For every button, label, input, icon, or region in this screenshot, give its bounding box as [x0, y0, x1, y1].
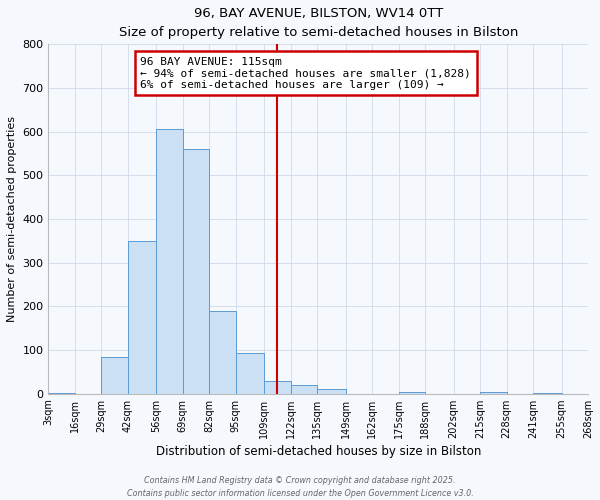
Text: 96 BAY AVENUE: 115sqm
← 94% of semi-detached houses are smaller (1,828)
6% of se: 96 BAY AVENUE: 115sqm ← 94% of semi-deta…	[140, 56, 471, 90]
Y-axis label: Number of semi-detached properties: Number of semi-detached properties	[7, 116, 17, 322]
Bar	[157, 130, 183, 394]
Bar	[480, 392, 506, 394]
Bar	[291, 385, 317, 394]
Bar	[209, 311, 236, 394]
Bar	[128, 241, 157, 394]
Bar	[317, 390, 346, 394]
Bar	[398, 392, 425, 394]
Bar	[265, 380, 291, 394]
Title: 96, BAY AVENUE, BILSTON, WV14 0TT
Size of property relative to semi-detached hou: 96, BAY AVENUE, BILSTON, WV14 0TT Size o…	[119, 7, 518, 39]
Bar	[49, 393, 75, 394]
Bar	[183, 149, 209, 394]
Bar	[101, 356, 128, 394]
Bar	[533, 393, 562, 394]
Text: Contains HM Land Registry data © Crown copyright and database right 2025.
Contai: Contains HM Land Registry data © Crown c…	[127, 476, 473, 498]
X-axis label: Distribution of semi-detached houses by size in Bilston: Distribution of semi-detached houses by …	[155, 445, 481, 458]
Bar	[236, 353, 265, 394]
